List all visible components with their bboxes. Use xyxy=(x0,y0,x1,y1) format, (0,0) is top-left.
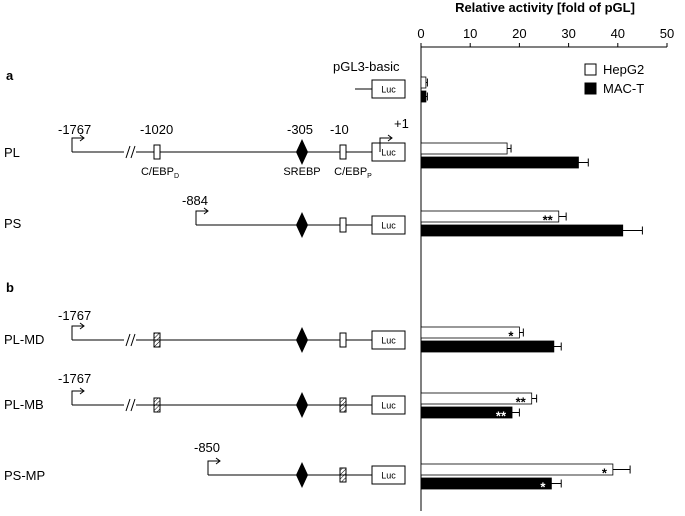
bar xyxy=(420,156,579,169)
construct-name: PL-MB xyxy=(4,397,44,412)
panel-label: b xyxy=(6,280,14,295)
bar xyxy=(420,90,427,103)
x-tick-label: 40 xyxy=(611,26,625,41)
legend-swatch xyxy=(584,63,597,76)
bar xyxy=(420,210,560,223)
site-label: SREBP xyxy=(283,166,320,178)
position-label: -10 xyxy=(330,122,349,137)
position-label: +1 xyxy=(394,116,409,131)
luc-label: Luc xyxy=(381,148,396,158)
significance-label: * xyxy=(540,480,546,495)
luc-label: Luc xyxy=(381,85,396,95)
cebp-site xyxy=(153,144,161,160)
tss-arrow xyxy=(71,134,85,152)
tss-arrow xyxy=(71,322,85,340)
bar xyxy=(420,477,552,490)
site-label: C/EBPP xyxy=(334,166,372,180)
site-name: C/EBP xyxy=(141,166,174,178)
luc-box xyxy=(371,79,406,99)
position-label: -1020 xyxy=(140,122,173,137)
legend-label: MAC-T xyxy=(603,81,644,96)
bar xyxy=(420,463,614,476)
significance-label: * xyxy=(508,329,514,344)
srebp-site xyxy=(296,327,308,353)
srebp-site xyxy=(296,212,308,238)
site-subscript: P xyxy=(367,173,372,180)
luc-box xyxy=(371,330,406,350)
tss-arrow xyxy=(71,387,85,405)
cebp-site xyxy=(339,397,347,413)
x-tick-label: 50 xyxy=(660,26,674,41)
tss-arrow xyxy=(379,134,393,152)
break-mark xyxy=(125,398,136,412)
luc-label: Luc xyxy=(381,221,396,231)
break-gap xyxy=(124,403,136,407)
construct-name: PS-MP xyxy=(4,468,45,483)
break-gap xyxy=(124,338,136,342)
bar xyxy=(420,340,555,353)
significance-label: ** xyxy=(496,409,507,424)
x-tick-label: 30 xyxy=(561,26,575,41)
position-label: -1767 xyxy=(58,308,91,323)
srebp-site xyxy=(296,462,308,488)
position-label: -884 xyxy=(182,193,208,208)
luc-label: Luc xyxy=(381,336,396,346)
luc-box xyxy=(371,465,406,485)
cebp-site xyxy=(153,397,161,413)
position-label: -850 xyxy=(194,440,220,455)
tss-arrow xyxy=(195,207,209,225)
site-label: C/EBPD xyxy=(141,166,179,180)
cebp-site xyxy=(339,217,347,233)
cebp-site xyxy=(339,467,347,483)
bar xyxy=(420,326,520,339)
bar xyxy=(420,224,624,237)
position-label: -1767 xyxy=(58,371,91,386)
bar xyxy=(420,76,427,89)
srebp-site xyxy=(296,139,308,165)
position-label: -305 xyxy=(287,122,313,137)
cebp-site xyxy=(153,332,161,348)
significance-label: ** xyxy=(543,213,554,228)
construct-name: PL xyxy=(4,145,20,160)
srebp-site xyxy=(296,392,308,418)
site-subscript: D xyxy=(174,173,179,180)
break-mark xyxy=(125,333,136,347)
x-tick-label: 0 xyxy=(417,26,424,41)
luc-label: Luc xyxy=(381,471,396,481)
luc-box xyxy=(371,215,406,235)
construct-name: pGL3-basic xyxy=(333,59,400,74)
construct-name: PL-MD xyxy=(4,332,44,347)
break-mark xyxy=(125,145,136,159)
significance-label: ** xyxy=(516,395,527,410)
tss-arrow xyxy=(207,457,221,475)
chart-title: Relative activity [fold of pGL] xyxy=(455,0,635,15)
x-tick-label: 10 xyxy=(463,26,477,41)
legend-label: HepG2 xyxy=(603,62,644,77)
legend-swatch xyxy=(584,82,597,95)
position-label: -1767 xyxy=(58,122,91,137)
luc-label: Luc xyxy=(381,401,396,411)
construct-name: PS xyxy=(4,216,22,231)
panel-label: a xyxy=(6,68,14,83)
cebp-site xyxy=(339,332,347,348)
luc-box xyxy=(371,395,406,415)
x-tick-label: 20 xyxy=(512,26,526,41)
significance-label: * xyxy=(602,466,608,481)
cebp-site xyxy=(339,144,347,160)
break-gap xyxy=(124,150,136,154)
site-name: C/EBP xyxy=(334,166,367,178)
bar xyxy=(420,142,508,155)
